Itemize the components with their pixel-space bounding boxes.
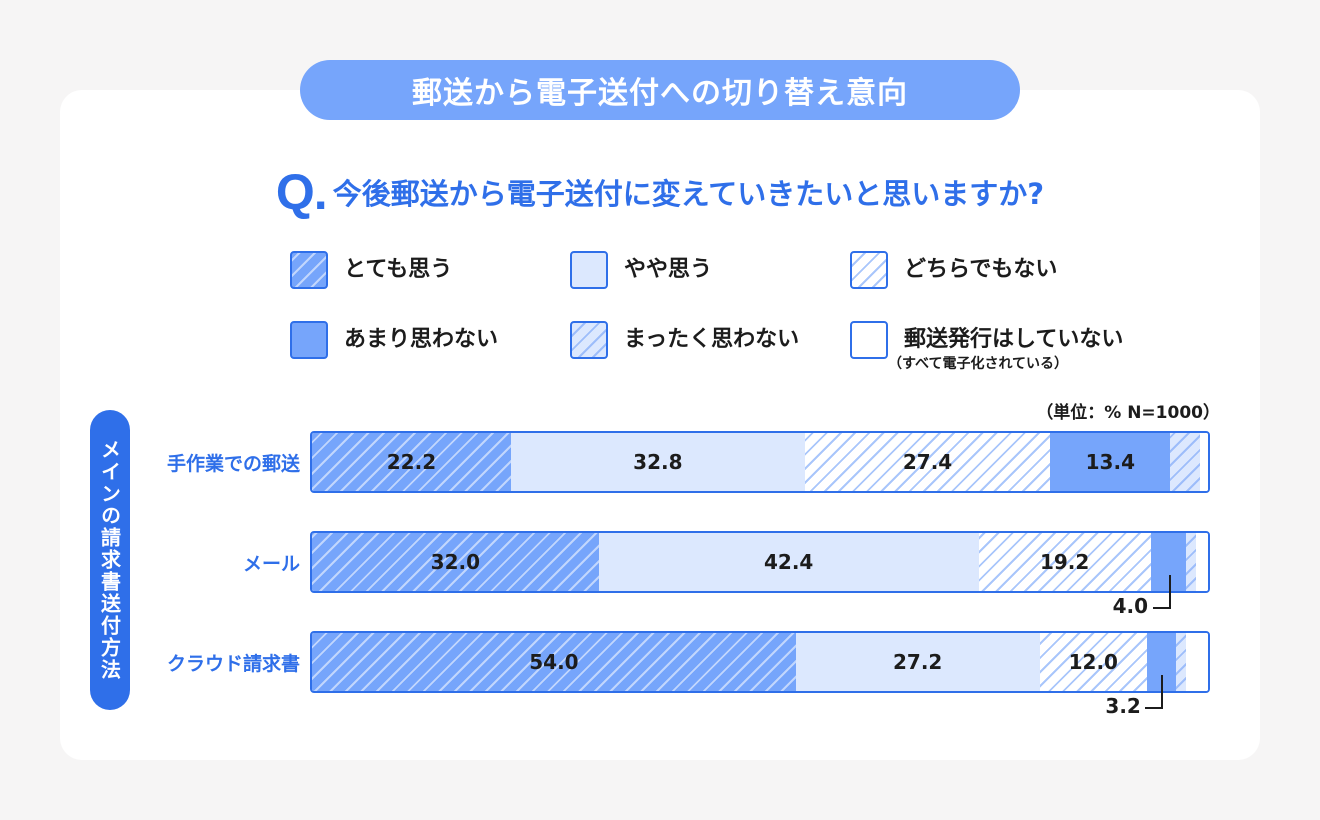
bar-segment [1185, 633, 1208, 691]
legend-item-no-mail: 郵送発行はしていない （すべて電子化されている） [850, 321, 1123, 373]
legend-swatch [570, 321, 608, 359]
bar-segment [1050, 433, 1171, 491]
bar-segment [1170, 433, 1200, 491]
category-label: 手作業での郵送 [166, 452, 300, 475]
bar-row: 32.0 42.4 19.2 [310, 531, 1210, 593]
bar-segment [1147, 633, 1176, 691]
bar-segment [1186, 533, 1197, 591]
callout-label: 3.2 [1105, 694, 1141, 718]
callout-leader [1145, 675, 1164, 709]
bar-segment [312, 433, 511, 491]
unit-note: （単位：% N=1000） [1036, 403, 1220, 423]
legend-item-somewhat-agree: やや思う [570, 251, 712, 289]
legend-swatch [570, 251, 608, 289]
legend-label: どちらでもない [904, 257, 1058, 282]
bar-row: 22.2 32.8 27.4 13.4 [310, 431, 1210, 493]
question-mark: Q. [275, 164, 328, 220]
legend-swatch [290, 251, 328, 289]
legend-item-neutral: どちらでもない [850, 251, 1057, 289]
category-label: クラウド請求書 [166, 652, 300, 675]
page-title: 郵送から電子送付への切り替え意向 [300, 60, 1020, 120]
bar-segment [1150, 533, 1187, 591]
legend-label: 郵送発行はしていない [904, 327, 1124, 352]
bar-segment [1199, 433, 1208, 491]
legend-item-not-at-all: まったく思わない [570, 321, 799, 359]
legend-swatch [290, 321, 328, 359]
axis-group-label: メインの請求書送付方法 [90, 410, 130, 710]
bar-row: 54.0 27.2 12.0 [310, 631, 1210, 693]
legend-item-not-much: あまり思わない [290, 321, 498, 359]
question-heading: Q. 今後郵送から電子送付に変えていきたいと思いますか? [0, 162, 1320, 222]
bar-segment [1196, 533, 1208, 591]
legend-swatch [850, 251, 888, 289]
bar-segment [978, 533, 1151, 591]
legend-label: まったく思わない [624, 327, 800, 352]
bar-segment [510, 433, 805, 491]
callout-label: 4.0 [1112, 594, 1148, 618]
legend-sublabel: （すべて電子化されている） [888, 356, 1069, 372]
bar-segment [312, 533, 599, 591]
question-text: 今後郵送から電子送付に変えていきたいと思いますか? [332, 177, 1045, 211]
bar-segment [1039, 633, 1148, 691]
bar-segment [795, 633, 1040, 691]
bar-segment [1175, 633, 1186, 691]
bar-segment [804, 433, 1051, 491]
legend-label: あまり思わない [344, 327, 499, 352]
legend-label: やや思う [624, 257, 713, 282]
legend-label: とても思う [344, 257, 453, 282]
callout-leader [1152, 575, 1171, 609]
category-label: メール [242, 552, 300, 575]
bar-segment [312, 633, 796, 691]
legend-swatch [850, 321, 888, 359]
legend-item-strongly-agree: とても思う [290, 251, 452, 289]
bar-segment [598, 533, 979, 591]
